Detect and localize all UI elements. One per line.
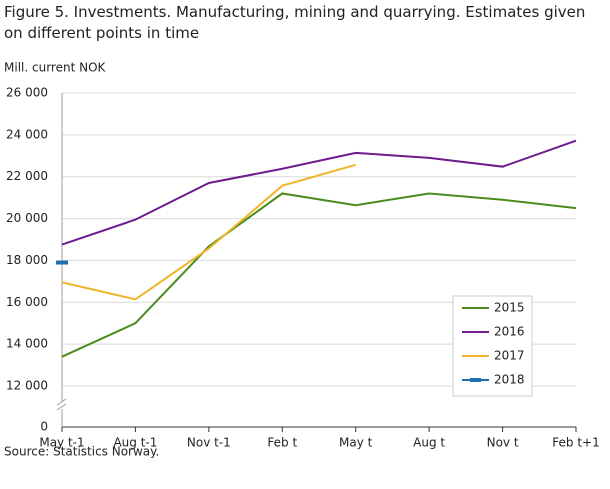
y-tick-label: 22 000	[6, 169, 48, 183]
y-tick-label: 24 000	[6, 127, 48, 141]
axis-break	[56, 398, 67, 406]
x-tick-label: Nov t	[487, 436, 519, 450]
axis-break	[56, 403, 67, 411]
x-tick-label: Aug t	[413, 436, 445, 450]
legend-label: 2016	[494, 325, 525, 339]
series-line	[61, 139, 577, 246]
y-tick-label: 12 000	[6, 379, 48, 393]
y-tick-label: 0	[40, 420, 48, 434]
x-tick-label: May t	[339, 436, 373, 450]
y-tick-label: 20 000	[6, 211, 48, 225]
y-tick-label: 18 000	[6, 253, 48, 267]
axis-break-gap	[57, 401, 67, 409]
legend-label: 2017	[494, 349, 525, 363]
y-tick-label: 16 000	[6, 295, 48, 309]
series-marker	[56, 260, 68, 265]
series-line	[61, 163, 356, 301]
x-tick-label: Feb t+1	[552, 436, 599, 450]
x-tick-label: Feb t	[267, 436, 297, 450]
legend-label: 2015	[494, 301, 525, 315]
y-axis-label: Mill. current NOK	[4, 61, 107, 75]
y-tick-label: 26 000	[6, 86, 48, 100]
x-tick-label: May t-1	[39, 436, 84, 450]
x-tick-label: Nov t-1	[187, 436, 231, 450]
x-tick-label: Aug t-1	[113, 436, 157, 450]
legend-label: 2018	[494, 373, 525, 387]
legend-swatch-marker	[470, 378, 481, 382]
series-line	[61, 192, 577, 358]
y-tick-label: 14 000	[6, 337, 48, 351]
chart-title: Figure 5. Investments. Manufacturing, mi…	[4, 3, 586, 42]
source: Source: Statistics Norway.	[4, 445, 159, 459]
